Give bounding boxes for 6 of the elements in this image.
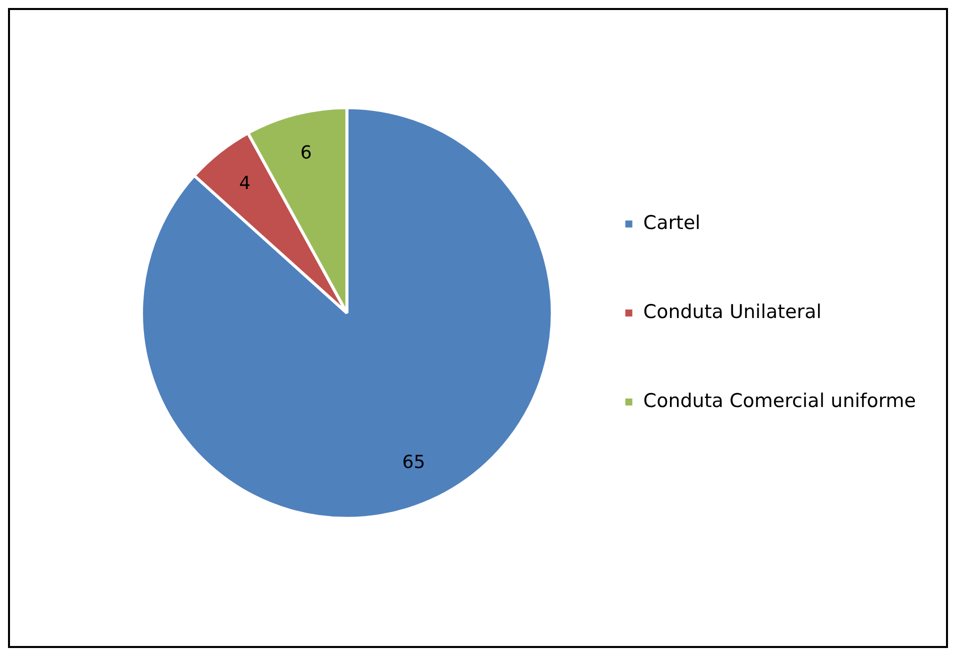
- data-label: 6: [300, 142, 312, 164]
- data-label: 4: [239, 172, 251, 194]
- legend-label: Conduta Unilateral: [643, 300, 822, 323]
- legend-label: Conduta Comercial uniforme: [643, 390, 916, 412]
- legend-label: Cartel: [643, 212, 700, 234]
- data-label: 65: [402, 452, 426, 473]
